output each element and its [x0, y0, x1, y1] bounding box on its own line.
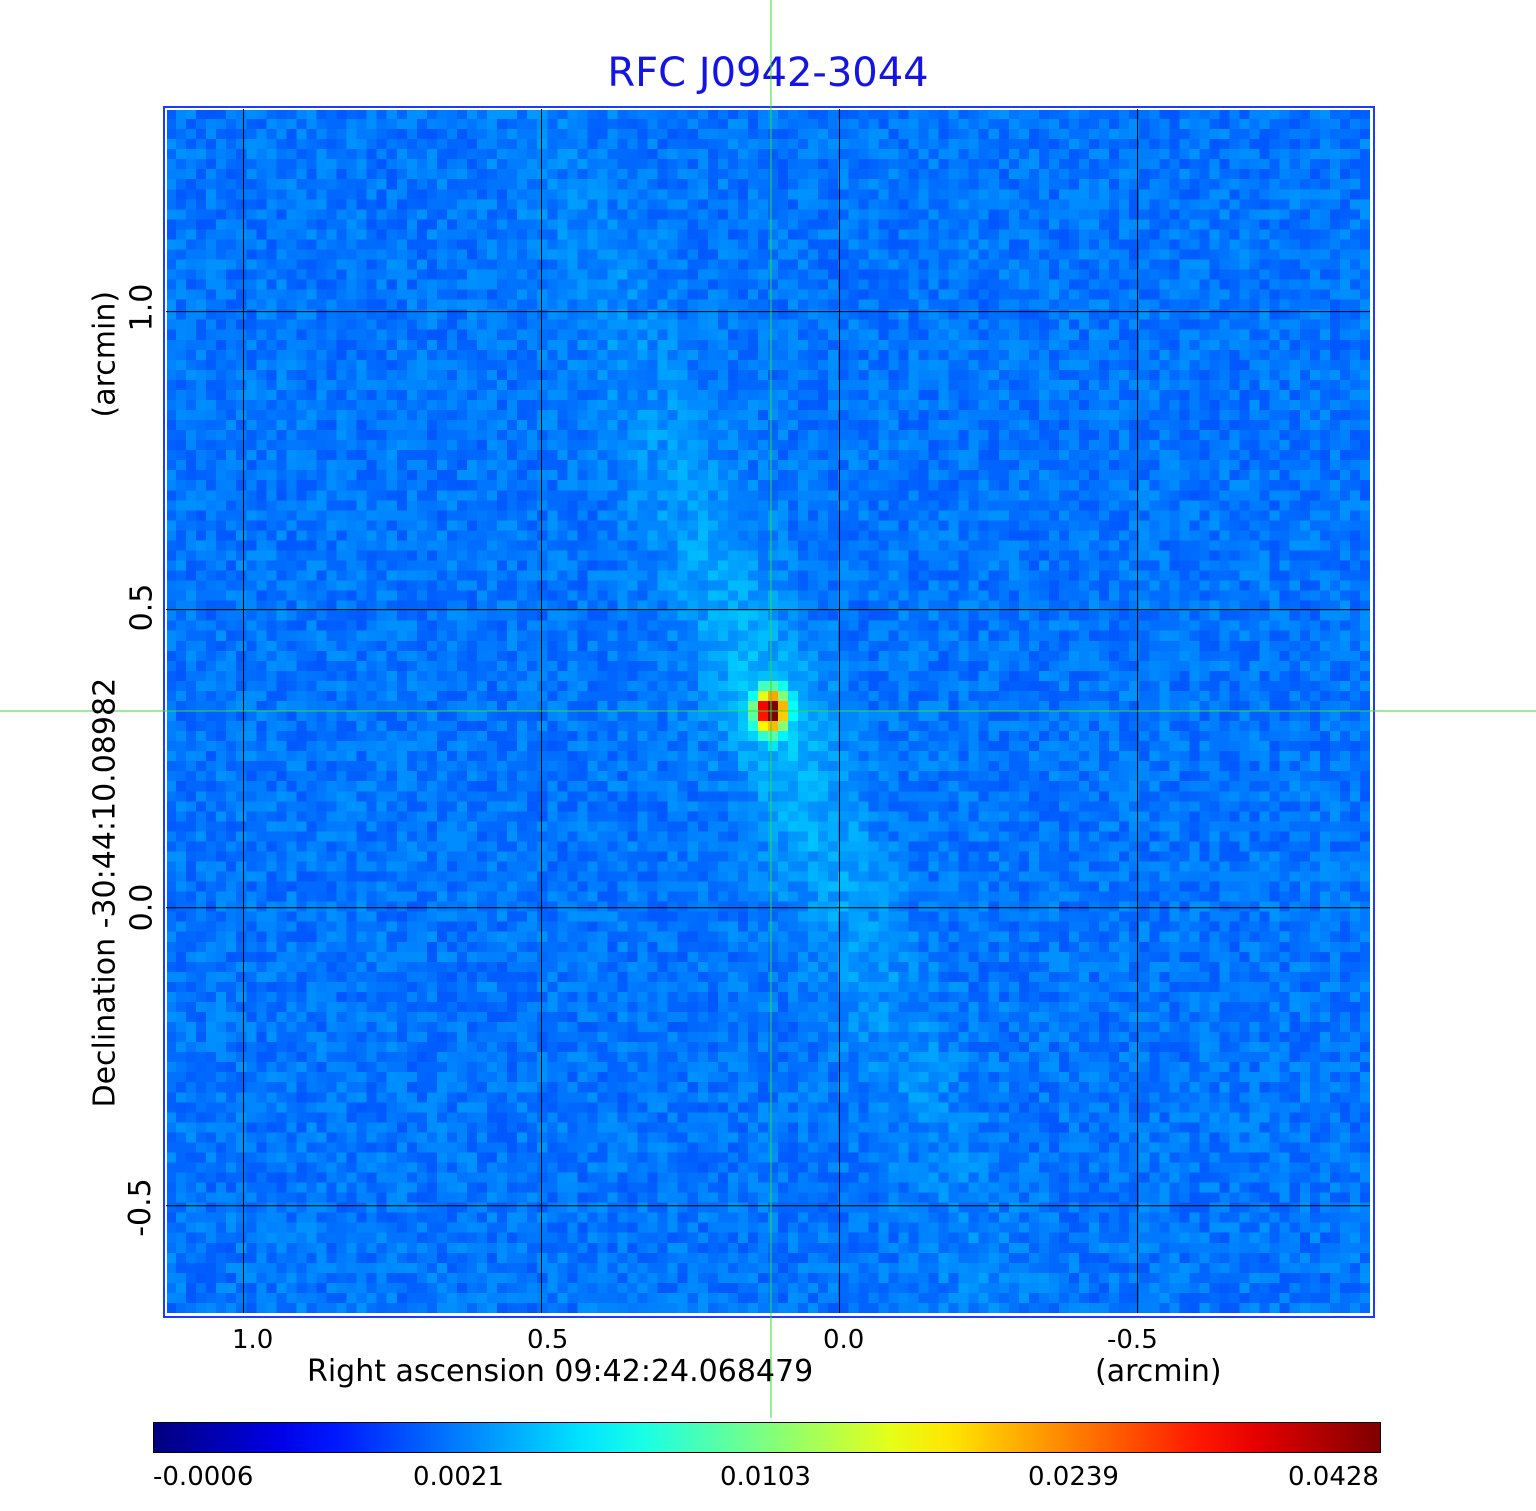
- y-axis-unit: (arcmin): [87, 290, 123, 418]
- x-tick-label: 0.5: [527, 1325, 569, 1355]
- colorbar-tick-label: 0.0021: [413, 1462, 504, 1492]
- x-axis-label: Right ascension 09:42:24.068479: [307, 1354, 814, 1389]
- x-tick-label: -0.5: [1107, 1325, 1158, 1355]
- y-tick-label: -0.5: [122, 1178, 158, 1237]
- y-tick-label: 0.0: [124, 883, 160, 932]
- plot-frame: [163, 106, 1375, 1318]
- y-tick-label: 0.5: [124, 583, 160, 632]
- chart-title: RFC J0942-3044: [607, 50, 929, 96]
- x-axis-unit: (arcmin): [1095, 1354, 1222, 1389]
- colorbar-tick-label: 0.0103: [720, 1462, 811, 1492]
- crosshair: [0, 0, 1536, 1418]
- y-axis-label: Declination -30:44:10.08982: [87, 677, 123, 1108]
- colorbar-tick-label: -0.0006: [153, 1462, 254, 1492]
- colorbar-tick-label: 0.0428: [1288, 1462, 1379, 1492]
- colorbar: [153, 1422, 1381, 1453]
- y-tick-label: 1.0: [124, 283, 160, 332]
- colorbar-tick-label: 0.0239: [1028, 1462, 1119, 1492]
- x-tick-label: 0.0: [823, 1325, 865, 1355]
- x-tick-label: 1.0: [232, 1325, 274, 1355]
